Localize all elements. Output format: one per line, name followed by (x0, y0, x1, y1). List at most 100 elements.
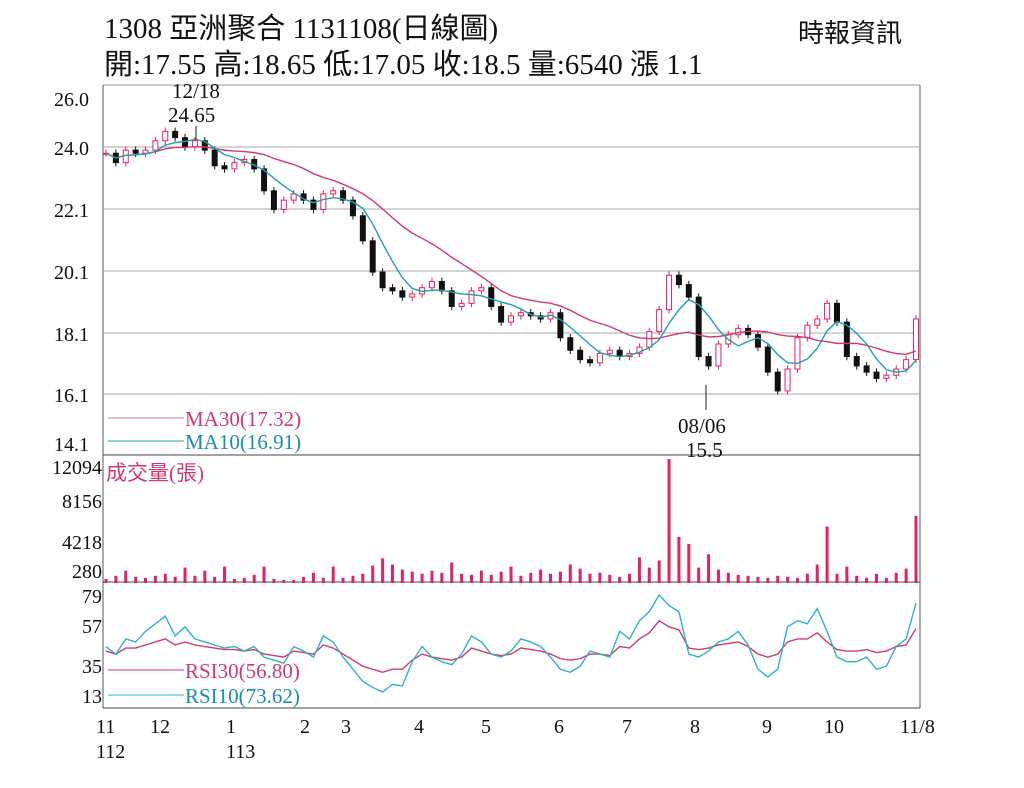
x-tick: 5 (481, 716, 491, 738)
volume-bar (469, 574, 473, 583)
volume-bar (144, 577, 148, 583)
volume-bar (519, 575, 523, 583)
y-tick: 12094 (52, 457, 102, 479)
candle-body (488, 287, 495, 307)
candle-body (359, 215, 366, 242)
volume-bar (756, 576, 760, 583)
candle-body (784, 368, 791, 392)
low-value: 15.5 (686, 438, 723, 462)
volume-bar (163, 573, 167, 583)
candle-body (438, 280, 445, 292)
x-tick: 3 (341, 716, 351, 738)
candle-body (389, 287, 396, 292)
candle-body (873, 371, 880, 379)
rsi10-legend: RSI10(73.62) (185, 684, 300, 708)
candle-body (843, 321, 850, 358)
ma10-line (105, 138, 917, 373)
candle-body (735, 327, 742, 336)
x-tick: 6 (554, 716, 564, 738)
volume-bar (884, 577, 888, 583)
candle-body (754, 334, 761, 348)
volume-bar (390, 564, 394, 583)
volume-bar (282, 579, 286, 583)
volume-bar (855, 575, 859, 583)
candle-body (557, 312, 564, 339)
y-tick: 22.1 (54, 200, 89, 222)
volume-bar (410, 571, 414, 583)
candle-body (369, 240, 376, 273)
x-tick: 11 (96, 716, 115, 738)
x-tick: 12 (150, 716, 170, 738)
volume-bar (835, 573, 839, 583)
candle-body (320, 193, 327, 211)
volume-bar (124, 570, 128, 583)
volume-bar (292, 579, 296, 583)
volume-bar (242, 577, 246, 583)
volume-bar (618, 576, 622, 583)
volume-bar (509, 566, 513, 583)
volume-bar (825, 526, 829, 583)
volume-bar (865, 577, 869, 583)
volume-bar (588, 573, 592, 583)
volume-bar (223, 566, 227, 583)
candle-body (399, 290, 406, 298)
candle-body (221, 165, 228, 170)
volume-bar (252, 574, 256, 583)
candle-body (290, 193, 297, 201)
volume-bar (776, 575, 780, 583)
candle-body (162, 130, 169, 142)
candle-body (448, 290, 455, 307)
rsi-legend: RSI30(56.80) RSI10(73.62) (108, 659, 300, 708)
rsi30-line (105, 619, 917, 673)
volume-bars (104, 459, 918, 583)
candle-body (646, 330, 653, 348)
rsi10-line (105, 593, 917, 693)
candle-body (498, 305, 505, 323)
ma30-legend: MA30(17.32) (185, 407, 301, 431)
volume-bar (786, 576, 790, 583)
low-annotation: 08/06 15.5 (678, 385, 726, 462)
volume-bar (450, 562, 454, 583)
volume-bar (568, 564, 572, 583)
volume-bar (677, 536, 681, 583)
x-tick: 7 (622, 716, 632, 738)
volume-bar (657, 560, 661, 583)
candle-body (913, 318, 919, 361)
chart-frame (102, 84, 921, 709)
volume-bar (549, 573, 553, 583)
y-tick: 20.1 (54, 262, 89, 284)
candle-body (764, 346, 771, 373)
volume-bar (479, 570, 483, 583)
volume-bar (746, 575, 750, 583)
volume-bar (529, 572, 533, 583)
quote-summary: 開:17.55 高:18.65 低:17.05 收:18.5 量:6540 漲 … (104, 48, 703, 81)
volume-bar (894, 572, 898, 583)
source-label: 時報資訊 (798, 19, 902, 48)
volume-bar (430, 570, 434, 583)
x-tick: 1 (226, 716, 236, 738)
y-tick: 16.1 (54, 385, 89, 407)
candle-body (666, 274, 673, 311)
y-tick: 24.0 (54, 138, 89, 160)
x-tick: 4 (414, 716, 424, 738)
candle-body (715, 343, 722, 367)
volume-bar (736, 574, 740, 583)
volume-bar (440, 572, 444, 583)
candle-body (349, 199, 356, 217)
candle-body (508, 315, 514, 323)
volume-bar (351, 575, 355, 583)
volume-bar (381, 558, 385, 583)
volume-bar (213, 576, 217, 583)
volume-bar (114, 575, 118, 583)
volume-bar (805, 573, 809, 583)
x-ticks: 11 112 12 1 113 2 3 4 5 6 7 8 9 10 11/8 (96, 716, 935, 763)
volume-bar (420, 573, 424, 583)
y-tick: 18.1 (54, 324, 89, 346)
rsi30-legend: RSI30(56.80) (185, 659, 300, 683)
candle-body (695, 296, 702, 358)
y-tick: 8156 (62, 491, 102, 513)
ma-legend: MA30(17.32) MA10(16.91) (108, 407, 301, 454)
moving-averages (105, 138, 917, 373)
candle-body (478, 287, 485, 292)
candle-body (685, 284, 692, 298)
